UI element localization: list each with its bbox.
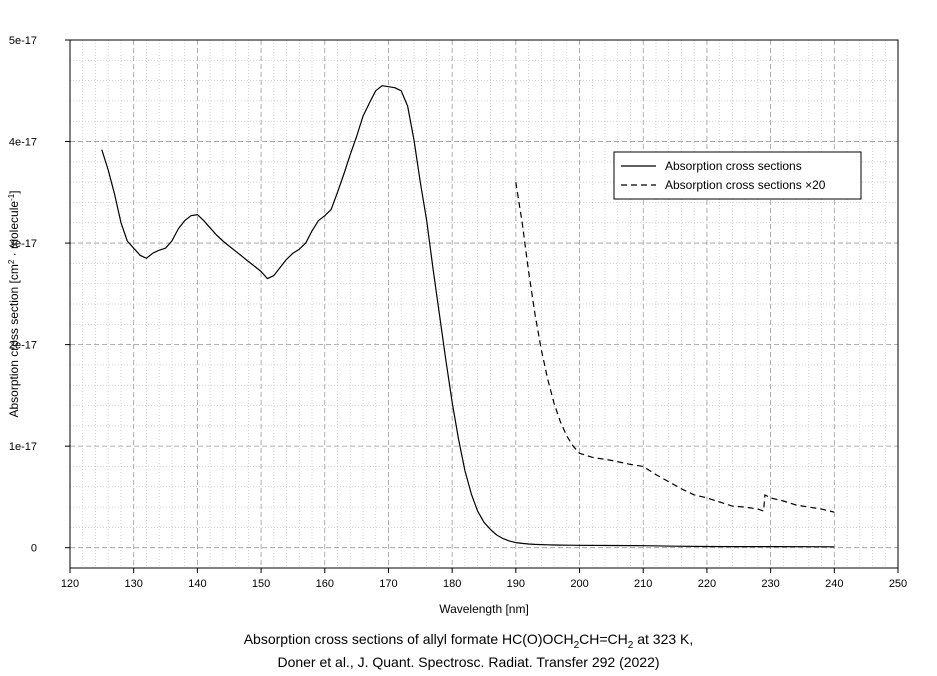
legend-box xyxy=(613,151,862,200)
x-tick-label: 140 xyxy=(188,578,206,590)
x-tick-label: 130 xyxy=(125,578,143,590)
x-tick-label: 180 xyxy=(443,578,461,590)
x-tick-label: 150 xyxy=(252,578,270,590)
y-tick-label: 3e-17 xyxy=(9,238,37,250)
y-tick-label: 2e-17 xyxy=(9,340,37,352)
y-tick-label: 0 xyxy=(31,543,37,555)
x-tick-label: 200 xyxy=(570,578,588,590)
legend-label-series-2: Absorption cross sections ×20 xyxy=(665,178,826,192)
series-line-2 xyxy=(515,182,835,513)
caption-line-2: Doner et al., J. Quant. Spectrosc. Radia… xyxy=(277,654,660,670)
y-tick-label: 4e-17 xyxy=(9,137,37,149)
x-tick-label: 210 xyxy=(634,578,652,590)
x-tick-label: 250 xyxy=(889,578,907,590)
x-axis-label: Wavelength [nm] xyxy=(439,602,529,616)
x-tick-label: 230 xyxy=(761,578,779,590)
y-tick-label: 1e-17 xyxy=(9,441,37,453)
series-line-1 xyxy=(101,85,835,548)
x-tick-label: 240 xyxy=(825,578,843,590)
legend: Absorption cross sections Absorption cro… xyxy=(613,151,862,200)
plot-frame xyxy=(69,39,899,569)
y-tick-label: 5e-17 xyxy=(9,35,37,47)
x-tick-label: 170 xyxy=(379,578,397,590)
x-tick-label: 120 xyxy=(61,578,79,590)
legend-label-series-1: Absorption cross sections xyxy=(665,159,802,173)
y-axis-label: Absorption cross section [cm2 · molecule… xyxy=(7,190,21,417)
axis-ticks: 120 130 140 150 160 170 180 190 200 210 220 230 240 2… xyxy=(9,35,907,590)
x-tick-label: 160 xyxy=(316,578,334,590)
x-tick-label: 220 xyxy=(698,578,716,590)
series-group xyxy=(101,85,835,548)
x-tick-label: 190 xyxy=(507,578,525,590)
caption-line-1: Absorption cross sections of allyl forma… xyxy=(243,631,694,651)
grid xyxy=(70,39,898,568)
